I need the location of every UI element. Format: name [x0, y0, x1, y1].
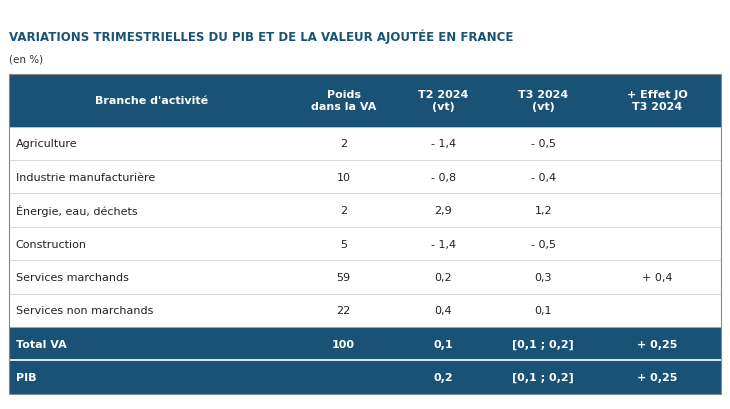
Bar — [393, 194, 493, 227]
Text: [0,1 ; 0,2]: [0,1 ; 0,2] — [512, 339, 574, 349]
Text: 59: 59 — [337, 272, 350, 282]
Bar — [593, 294, 721, 327]
Text: T2 2024
(vt): T2 2024 (vt) — [418, 90, 469, 112]
Bar — [593, 74, 721, 127]
Text: Agriculture: Agriculture — [16, 139, 77, 149]
Bar — [393, 294, 493, 327]
Text: 2: 2 — [340, 206, 347, 216]
Bar — [493, 227, 593, 261]
Bar — [9, 161, 293, 194]
Bar — [593, 261, 721, 294]
Text: 2,9: 2,9 — [434, 206, 453, 216]
Text: Services non marchands: Services non marchands — [16, 306, 153, 315]
Bar — [9, 194, 293, 227]
Text: Énergie, eau, déchets: Énergie, eau, déchets — [16, 204, 137, 217]
Bar — [9, 127, 293, 161]
Bar — [393, 127, 493, 161]
Bar — [293, 74, 393, 127]
Text: 0,3: 0,3 — [534, 272, 552, 282]
Bar — [9, 294, 293, 327]
Text: Total VA: Total VA — [16, 339, 66, 349]
Bar — [293, 127, 393, 161]
Text: - 0,4: - 0,4 — [531, 172, 556, 182]
Text: Construction: Construction — [16, 239, 87, 249]
Text: Branche d'activité: Branche d'activité — [95, 96, 208, 106]
Bar — [593, 194, 721, 227]
Text: - 1,4: - 1,4 — [431, 139, 456, 149]
Bar — [493, 294, 593, 327]
Bar — [393, 74, 493, 127]
Bar — [493, 261, 593, 294]
Text: 1,2: 1,2 — [534, 206, 552, 216]
Text: - 0,5: - 0,5 — [531, 239, 556, 249]
Bar — [393, 161, 493, 194]
Bar — [9, 261, 293, 294]
Bar — [9, 227, 293, 261]
Text: + 0,25: + 0,25 — [637, 372, 677, 382]
Text: VARIATIONS TRIMESTRIELLES DU PIB ET DE LA VALEUR AJOUTÉE EN FRANCE: VARIATIONS TRIMESTRIELLES DU PIB ET DE L… — [9, 30, 513, 44]
Bar — [293, 227, 393, 261]
Bar — [9, 74, 293, 127]
Text: T3 2024
(vt): T3 2024 (vt) — [518, 90, 568, 112]
Bar — [9, 360, 293, 394]
Bar — [593, 227, 721, 261]
Text: Poids
dans la VA: Poids dans la VA — [311, 90, 376, 112]
Text: 0,4: 0,4 — [434, 306, 452, 315]
Text: 5: 5 — [340, 239, 347, 249]
Bar — [9, 327, 293, 360]
Text: + Effet JO
T3 2024: + Effet JO T3 2024 — [627, 90, 688, 112]
Bar — [593, 161, 721, 194]
Text: + 0,4: + 0,4 — [642, 272, 672, 282]
Bar — [293, 294, 393, 327]
Bar — [293, 194, 393, 227]
Bar — [293, 161, 393, 194]
Bar — [293, 327, 393, 360]
Text: - 0,5: - 0,5 — [531, 139, 556, 149]
Bar — [493, 74, 593, 127]
Bar — [393, 327, 493, 360]
Bar — [493, 127, 593, 161]
Bar — [493, 161, 593, 194]
Bar — [393, 227, 493, 261]
Text: 0,1: 0,1 — [434, 339, 453, 349]
Bar — [493, 327, 593, 360]
Text: (en %): (en %) — [9, 54, 43, 64]
Text: 0,2: 0,2 — [434, 372, 453, 382]
Text: 0,2: 0,2 — [434, 272, 452, 282]
Bar — [9, 74, 721, 394]
Bar — [293, 360, 393, 394]
Bar — [293, 261, 393, 294]
Text: - 0,8: - 0,8 — [431, 172, 456, 182]
Text: 100: 100 — [332, 339, 355, 349]
Text: + 0,25: + 0,25 — [637, 339, 677, 349]
Bar — [493, 360, 593, 394]
Text: PIB: PIB — [16, 372, 36, 382]
Text: 0,1: 0,1 — [534, 306, 552, 315]
Bar — [393, 360, 493, 394]
Bar — [593, 127, 721, 161]
Bar — [593, 360, 721, 394]
Bar — [393, 261, 493, 294]
Text: 2: 2 — [340, 139, 347, 149]
Text: - 1,4: - 1,4 — [431, 239, 456, 249]
Bar — [593, 327, 721, 360]
Text: Industrie manufacturière: Industrie manufacturière — [16, 172, 155, 182]
Text: [0,1 ; 0,2]: [0,1 ; 0,2] — [512, 372, 574, 382]
Text: 10: 10 — [337, 172, 350, 182]
Text: Services marchands: Services marchands — [16, 272, 128, 282]
Bar — [493, 194, 593, 227]
Text: 22: 22 — [337, 306, 350, 315]
